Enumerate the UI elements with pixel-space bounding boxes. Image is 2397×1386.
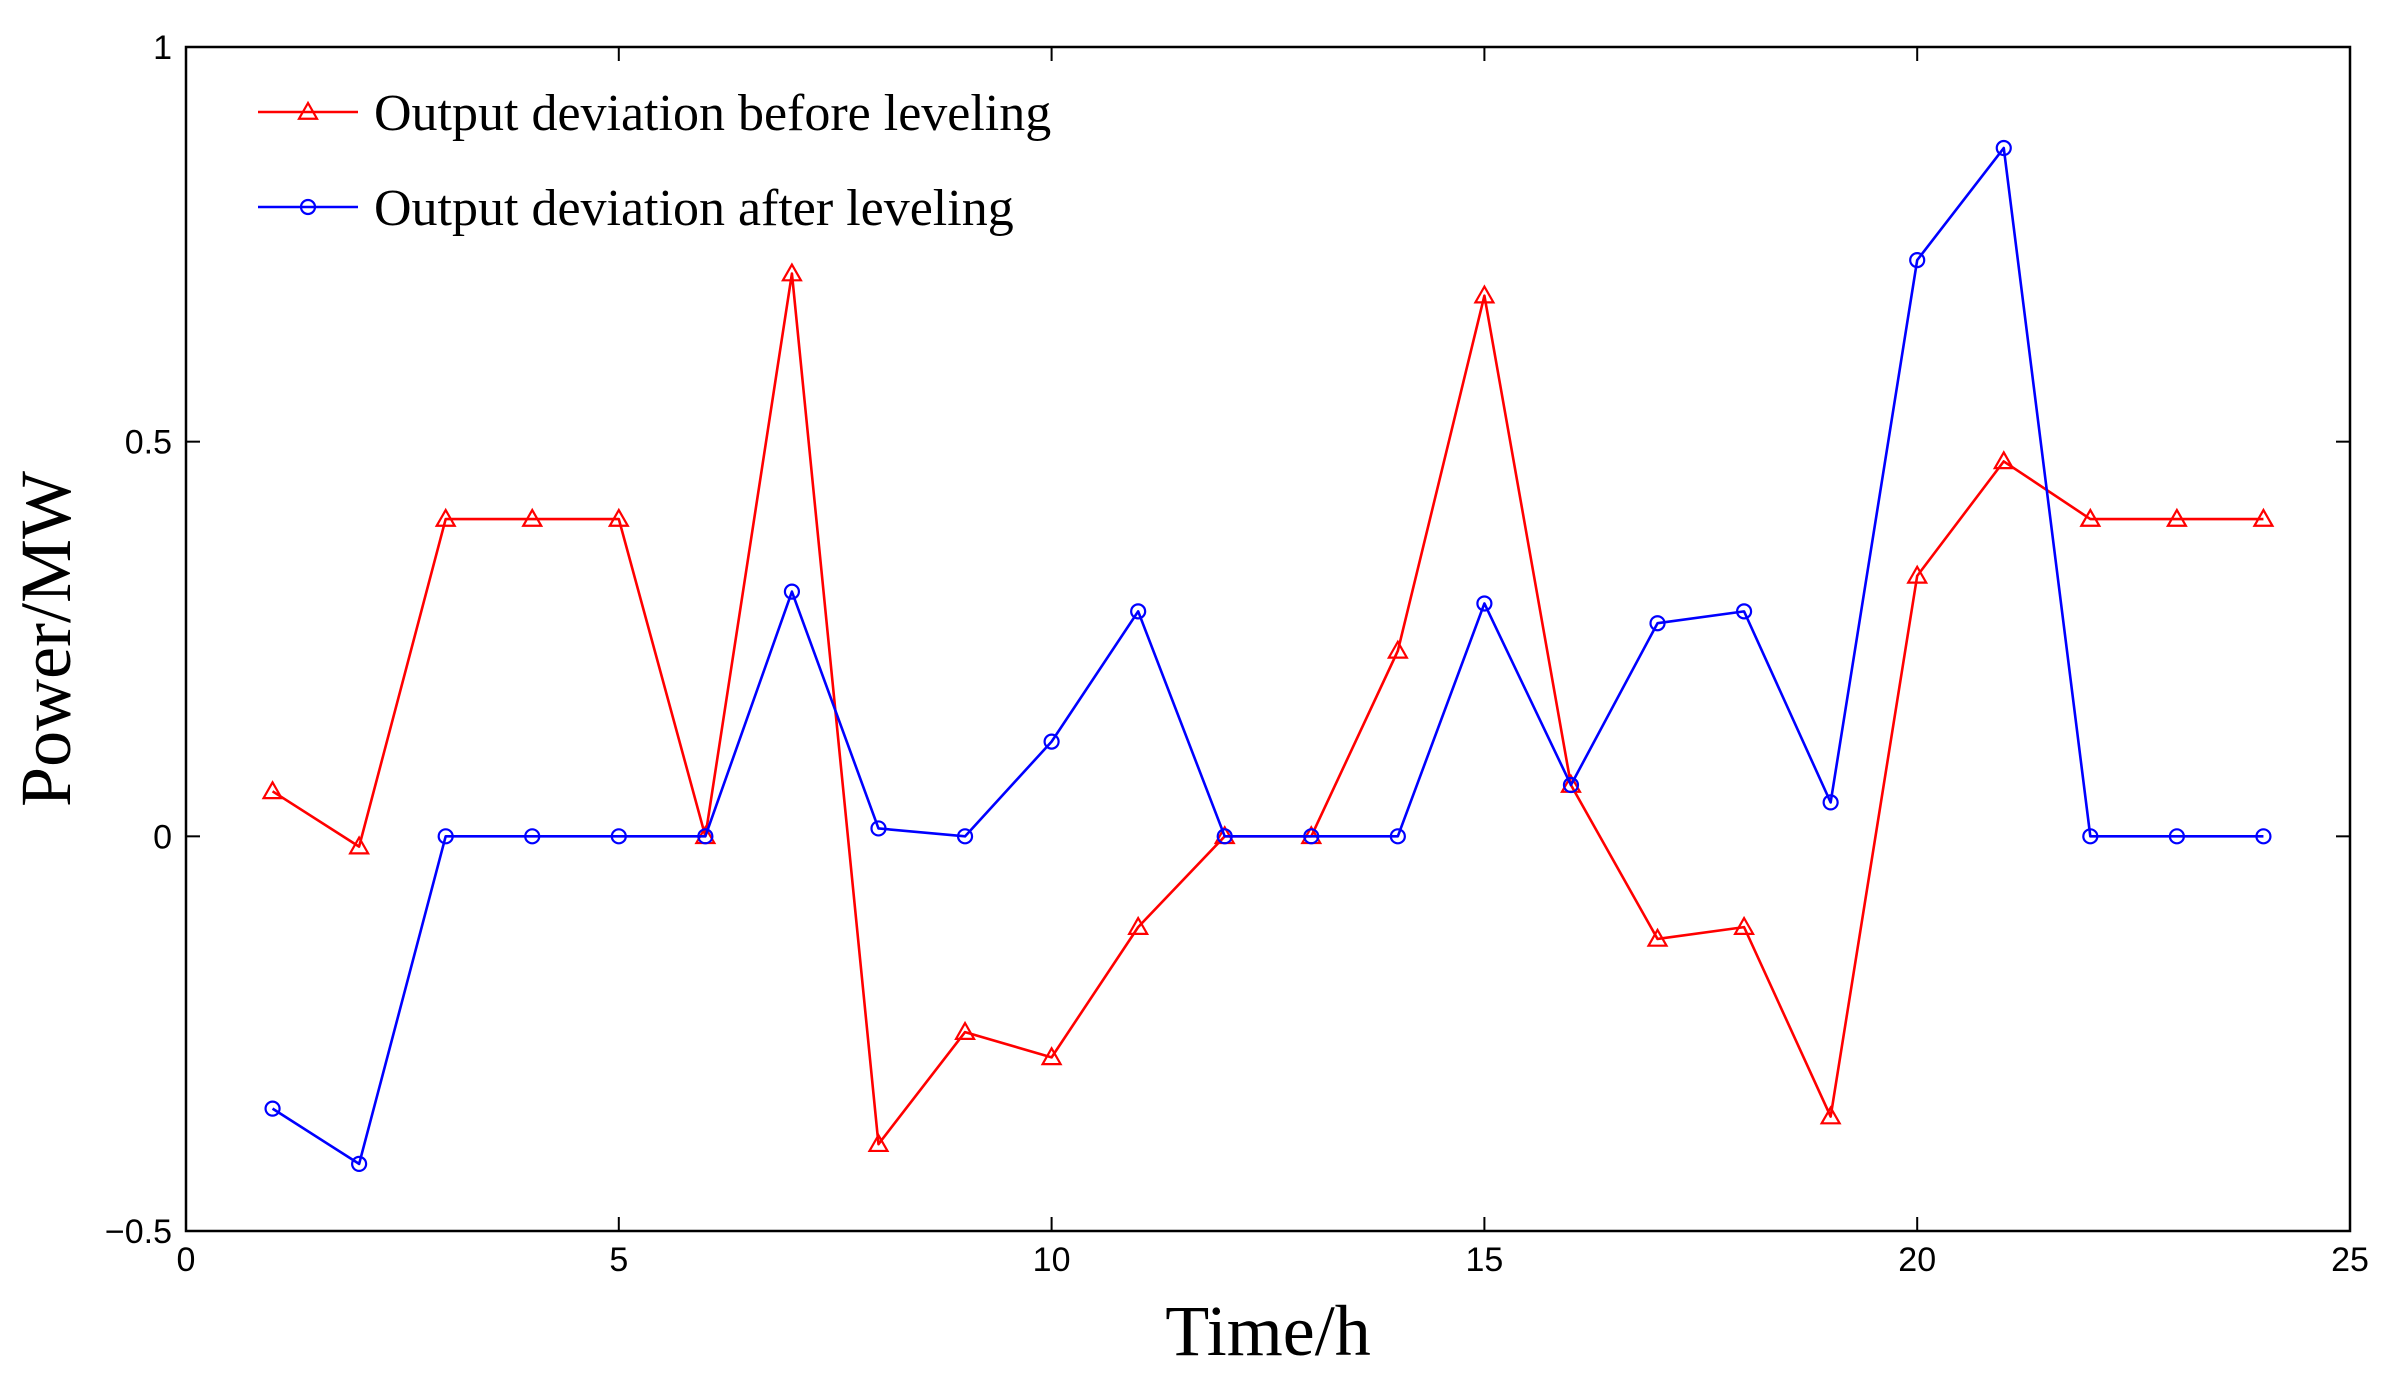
series-2-point bbox=[783, 583, 801, 600]
series-2-point bbox=[1389, 828, 1406, 845]
series-1-point bbox=[1646, 927, 1669, 947]
series-2-point bbox=[1909, 252, 1926, 269]
series-2-point bbox=[1995, 139, 2012, 157]
series-1-point bbox=[2252, 507, 2275, 527]
series-1-point bbox=[2079, 507, 2102, 527]
series-2-point bbox=[437, 828, 454, 845]
y-tick-label: 0 bbox=[153, 818, 172, 856]
series-1-point bbox=[1906, 564, 1929, 584]
series-1-point bbox=[1386, 639, 1409, 659]
x-tick-label: 15 bbox=[1465, 1241, 1503, 1279]
series-1-point bbox=[954, 1020, 976, 1040]
x-tick-label: 5 bbox=[609, 1241, 628, 1279]
series-1-point bbox=[1040, 1046, 1063, 1066]
legend-swatch-marker bbox=[297, 100, 319, 120]
series-2-point bbox=[1735, 603, 1753, 620]
series-2-point bbox=[2168, 828, 2185, 845]
series-1-point bbox=[781, 262, 803, 282]
series-2 bbox=[264, 139, 2272, 1173]
series-1-point bbox=[2165, 507, 2188, 527]
legend-label: Output deviation after leveling bbox=[374, 180, 1014, 237]
series-2-line bbox=[271, 146, 2264, 1166]
x-tick-label: 0 bbox=[177, 1241, 196, 1279]
series-1-point bbox=[434, 507, 457, 527]
series-1-point bbox=[1127, 915, 1150, 935]
series-2-point bbox=[610, 828, 627, 845]
series-2-point bbox=[1649, 615, 1666, 632]
legend: Output deviation before leveling Output d… bbox=[258, 85, 1051, 237]
series-2-point bbox=[524, 828, 541, 845]
series-1-point bbox=[1819, 1105, 1842, 1125]
x-tick-label: 10 bbox=[1033, 1241, 1071, 1279]
series-2-point bbox=[1216, 828, 1233, 845]
series-1-point bbox=[607, 507, 630, 527]
ticks-layer: 0 5 10 15 20 25−0.500.51 bbox=[105, 29, 2369, 1279]
series-1-point bbox=[521, 507, 544, 527]
series-2-point bbox=[1043, 733, 1060, 750]
legend-label: Output deviation before leveling bbox=[374, 85, 1051, 142]
series-2-point bbox=[956, 828, 974, 845]
series-2-point bbox=[1562, 776, 1580, 794]
series-2-point bbox=[2255, 828, 2272, 845]
series-2-point bbox=[1822, 794, 1839, 811]
legend-entry-1: Output deviation before leveling bbox=[258, 85, 1051, 142]
series-2-point bbox=[1130, 603, 1147, 620]
series-1-point bbox=[261, 780, 284, 800]
x-tick-label: 25 bbox=[2331, 1241, 2369, 1279]
series-2-point bbox=[351, 1155, 368, 1173]
series-1-point bbox=[867, 1132, 890, 1153]
y-axis-title: Power/MW bbox=[6, 471, 86, 807]
x-tick-label: 20 bbox=[1898, 1241, 1936, 1279]
series-layer bbox=[261, 139, 2275, 1173]
plot-frame bbox=[184, 45, 2352, 1233]
series-2-point bbox=[870, 820, 887, 837]
series-1-point bbox=[1473, 284, 1496, 304]
legend-entry-2: Output deviation after leveling bbox=[258, 180, 1014, 237]
x-axis-title: Time/h bbox=[1165, 1291, 1370, 1371]
series-2-point bbox=[1476, 595, 1493, 612]
series-1-point bbox=[348, 835, 371, 855]
y-tick-label: 1 bbox=[153, 29, 172, 67]
y-tick-label: −0.5 bbox=[105, 1213, 172, 1251]
series-2-point bbox=[697, 828, 714, 845]
series-1-point bbox=[1992, 450, 2015, 470]
series-2-point bbox=[1303, 828, 1320, 845]
series-2-point bbox=[2082, 828, 2099, 845]
series-2-point bbox=[264, 1100, 281, 1117]
y-tick-label: 0.5 bbox=[125, 424, 172, 462]
legend-swatch-marker bbox=[299, 198, 317, 216]
series-1-point bbox=[1733, 915, 1755, 935]
